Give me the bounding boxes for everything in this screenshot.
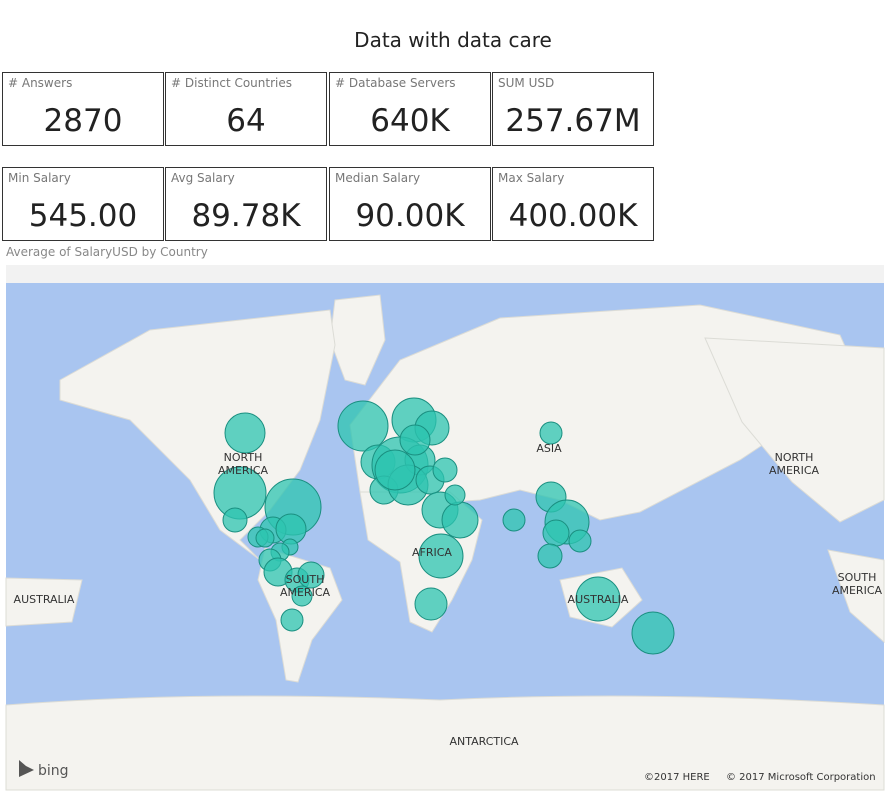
kpi-value: 64 bbox=[226, 103, 266, 139]
kpi-label: Avg Salary bbox=[171, 171, 235, 185]
bubble bbox=[337, 400, 389, 452]
bubble bbox=[502, 508, 526, 532]
bubble bbox=[255, 528, 275, 548]
bubble bbox=[374, 449, 416, 491]
bubble bbox=[418, 533, 464, 579]
kpi-label: Max Salary bbox=[498, 171, 565, 185]
bubbles bbox=[213, 397, 675, 655]
kpi-value: 640K bbox=[370, 103, 450, 139]
bubble bbox=[432, 457, 458, 483]
map-label: SOUTH AMERICA bbox=[832, 571, 883, 597]
kpi-label: Min Salary bbox=[8, 171, 71, 185]
map-label: ANTARCTICA bbox=[449, 735, 519, 748]
bubble bbox=[222, 507, 248, 533]
map-label: AFRICA bbox=[412, 546, 452, 559]
bing-logo: bing bbox=[38, 763, 69, 779]
kpi-value: 89.78K bbox=[191, 198, 301, 234]
kpi-card: Min Salary 545.00 bbox=[2, 167, 164, 241]
bubble bbox=[441, 501, 479, 539]
attribution: ©2017 HERE bbox=[644, 772, 710, 783]
kpi-label: # Distinct Countries bbox=[171, 76, 292, 90]
bubble bbox=[414, 587, 448, 621]
kpi-card: Max Salary 400.00K bbox=[492, 167, 654, 241]
kpi-value: 2870 bbox=[43, 103, 123, 139]
bubble bbox=[399, 424, 431, 456]
map-label: SOUTH AMERICA bbox=[280, 573, 331, 599]
bubble bbox=[539, 421, 563, 445]
bubble bbox=[631, 611, 675, 655]
attribution: © 2017 Microsoft Corporation bbox=[726, 772, 876, 783]
bubble bbox=[297, 561, 325, 589]
kpi-label: Median Salary bbox=[335, 171, 421, 185]
bubble bbox=[224, 412, 266, 454]
kpi-value: 90.00K bbox=[355, 198, 465, 234]
kpi-card: # Answers 2870 bbox=[2, 72, 164, 146]
bubble bbox=[291, 585, 313, 607]
bubble bbox=[568, 529, 592, 553]
bubble bbox=[444, 484, 466, 506]
map-label: AUSTRALIA bbox=[14, 593, 75, 606]
kpi-value: 545.00 bbox=[28, 198, 138, 234]
kpi-label: # Answers bbox=[8, 76, 73, 90]
map-label: NORTH AMERICA bbox=[218, 451, 269, 477]
bubble bbox=[575, 576, 621, 622]
map-title: Average of SalaryUSD by Country bbox=[6, 245, 208, 259]
kpi-value: 400.00K bbox=[508, 198, 638, 234]
bing-icon bbox=[19, 760, 34, 777]
bubble bbox=[280, 608, 304, 632]
bubble bbox=[542, 519, 570, 547]
kpi-label: # Database Servers bbox=[335, 76, 456, 90]
bubble bbox=[537, 543, 563, 569]
map-label: NORTH AMERICA bbox=[769, 451, 820, 477]
map-label: AUSTRALIA bbox=[568, 593, 629, 606]
report-title: Data with data care bbox=[354, 28, 552, 52]
kpi-card: # Distinct Countries 64 bbox=[165, 72, 327, 146]
kpi-card: SUM USD 257.67M bbox=[492, 72, 654, 146]
kpi-value: 257.67M bbox=[505, 103, 641, 139]
kpi-label: SUM USD bbox=[498, 76, 555, 90]
map-label: ASIA bbox=[536, 442, 562, 455]
kpi-card: Avg Salary 89.78K bbox=[165, 167, 327, 241]
map-labels: NORTH AMERICA ASIA AFRICA SOUTH AMERICA AUSTRA… bbox=[14, 442, 883, 748]
kpi-card: # Database Servers 640K bbox=[329, 72, 491, 146]
kpi-card: Median Salary 90.00K bbox=[329, 167, 491, 241]
